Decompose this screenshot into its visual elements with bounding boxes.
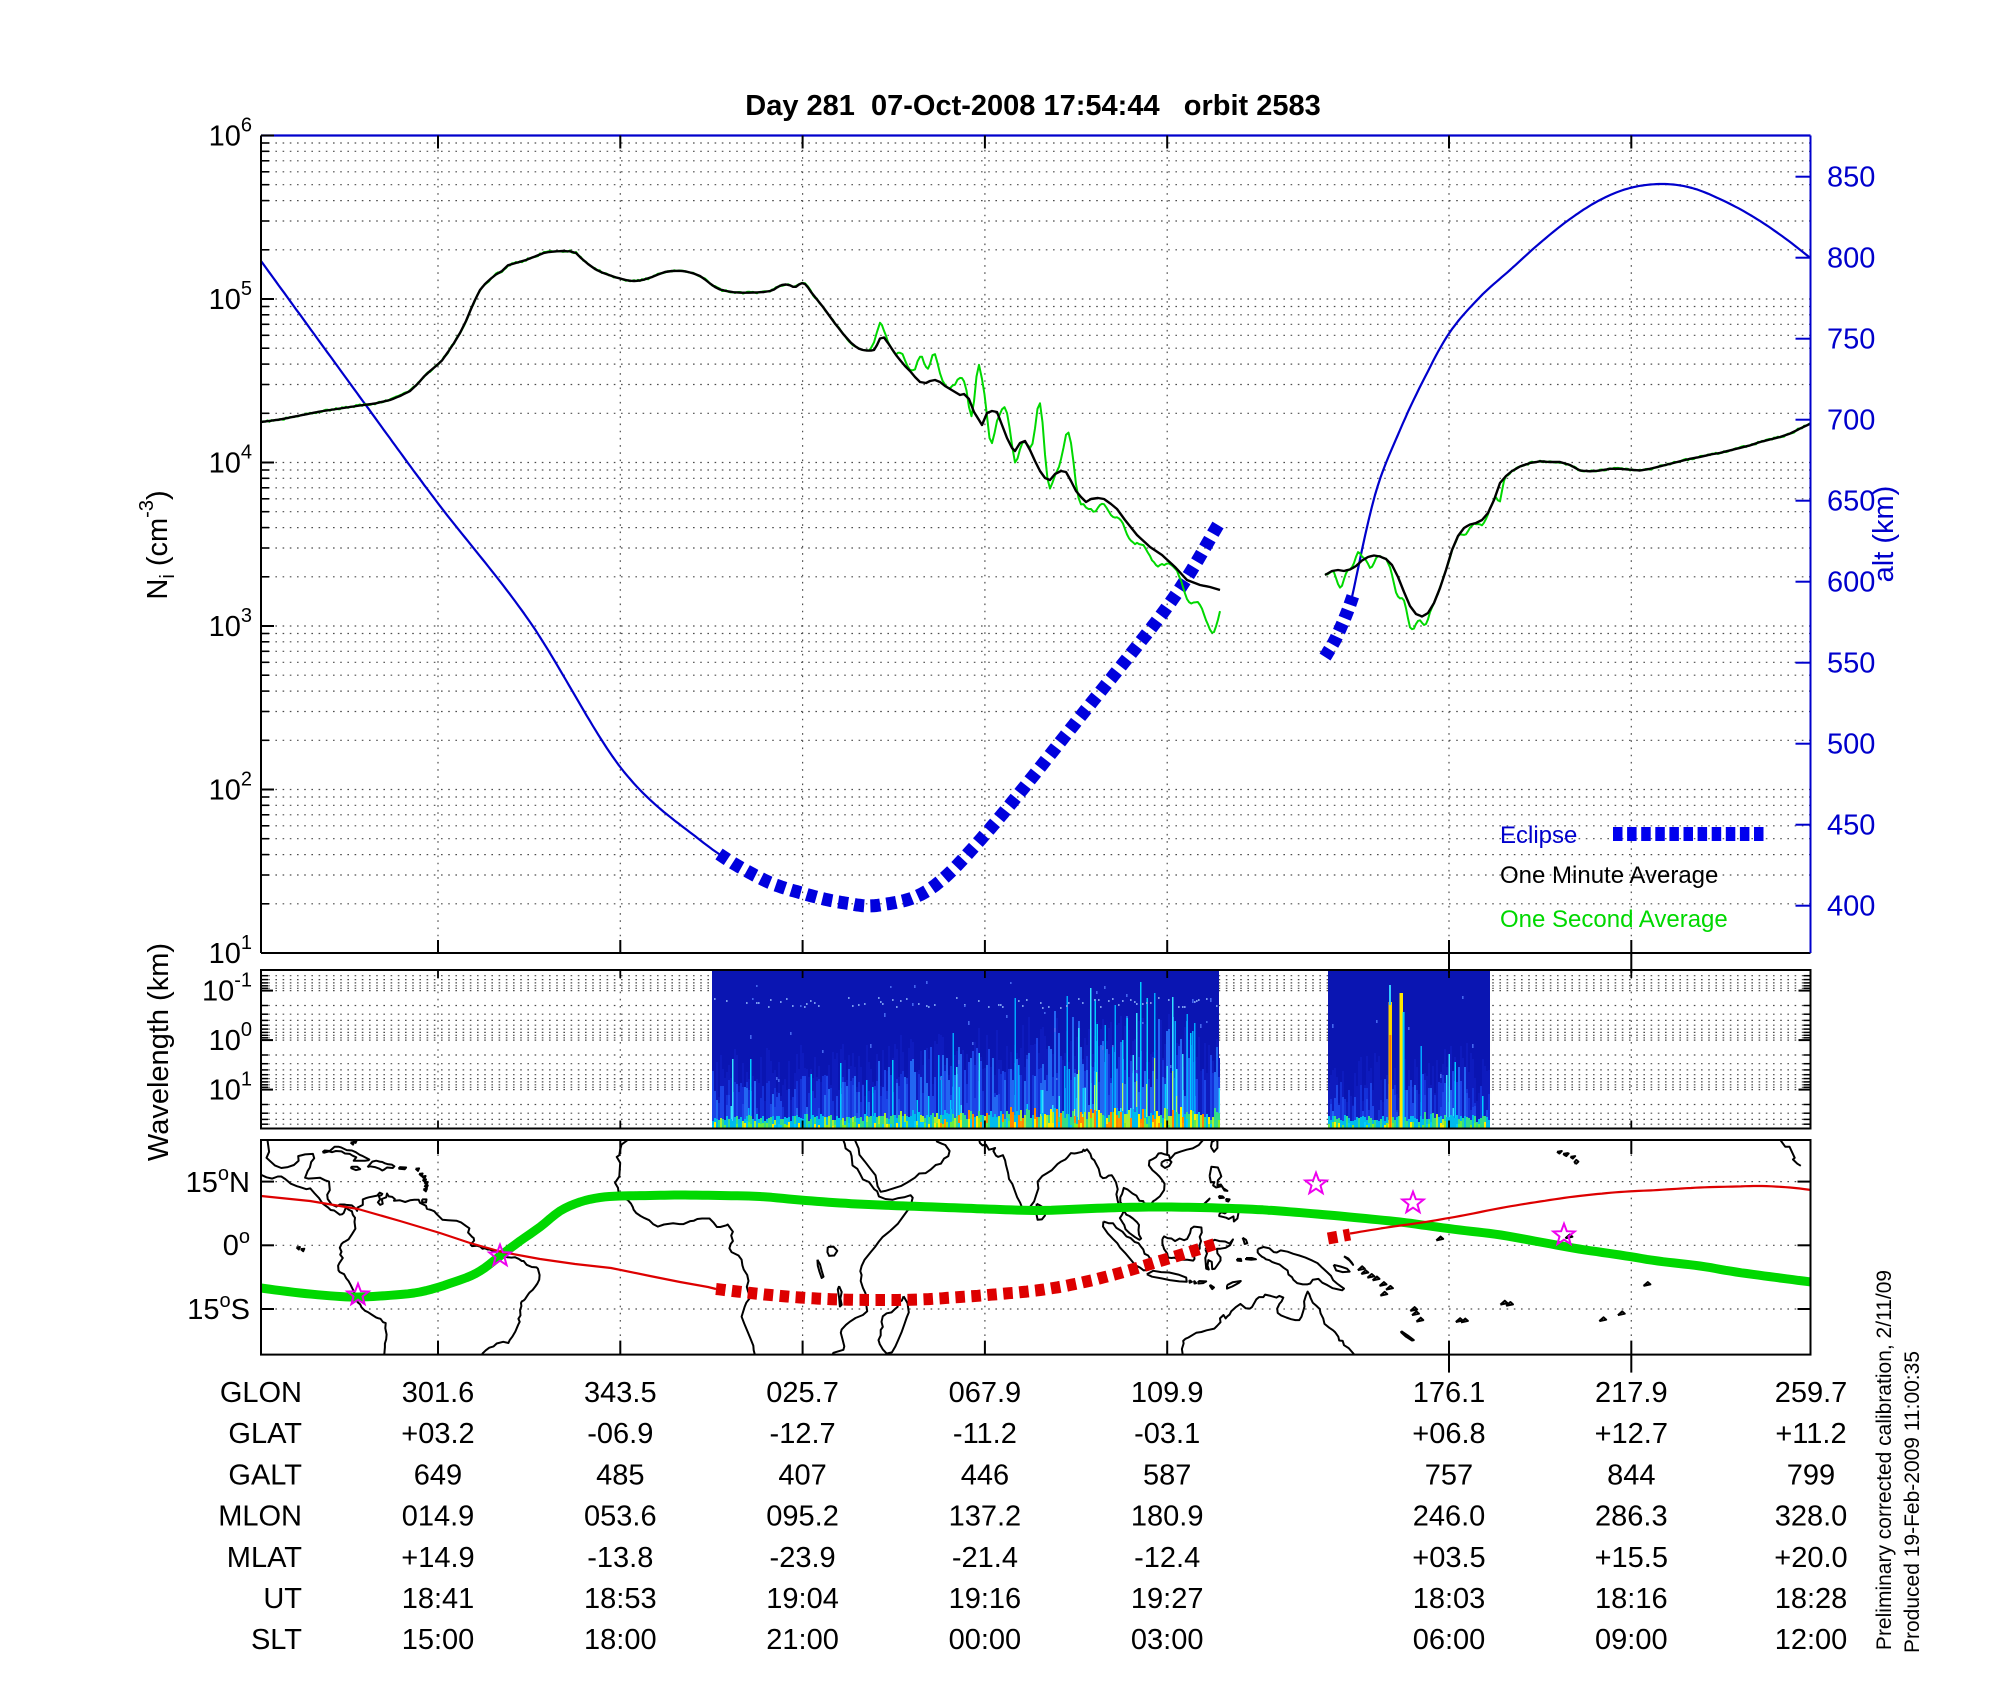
svg-text:067.9: 067.9 [949, 1377, 1022, 1409]
svg-text:101: 101 [209, 1069, 252, 1107]
svg-text:649: 649 [414, 1459, 462, 1491]
svg-text:-12.7: -12.7 [770, 1418, 836, 1450]
svg-text:+11.2: +11.2 [1775, 1418, 1846, 1450]
svg-text:446: 446 [961, 1459, 1009, 1491]
svg-text:217.9: 217.9 [1595, 1377, 1668, 1409]
svg-text:GLAT: GLAT [228, 1418, 302, 1450]
svg-text:246.0: 246.0 [1413, 1501, 1486, 1533]
svg-text:15:00: 15:00 [402, 1624, 475, 1656]
svg-text:286.3: 286.3 [1595, 1501, 1668, 1533]
svg-text:105: 105 [209, 278, 252, 316]
svg-text:-23.9: -23.9 [770, 1542, 836, 1574]
svg-text:450: 450 [1827, 810, 1875, 842]
svg-text:343.5: 343.5 [584, 1377, 657, 1409]
svg-text:alt (km): alt (km) [1868, 486, 1900, 583]
svg-text:259.7: 259.7 [1775, 1377, 1848, 1409]
svg-text:18:00: 18:00 [584, 1624, 657, 1656]
svg-text:18:41: 18:41 [402, 1583, 475, 1615]
svg-text:400: 400 [1827, 891, 1875, 923]
svg-text:500: 500 [1827, 729, 1875, 761]
svg-text:Wavelength (km): Wavelength (km) [143, 943, 175, 1161]
svg-text:587: 587 [1143, 1459, 1191, 1491]
svg-text:844: 844 [1607, 1459, 1655, 1491]
svg-text:18:16: 18:16 [1595, 1583, 1668, 1615]
svg-text:109.9: 109.9 [1131, 1377, 1204, 1409]
svg-text:102: 102 [209, 769, 252, 807]
svg-text:106: 106 [209, 115, 252, 153]
svg-text:800: 800 [1827, 243, 1875, 275]
svg-text:485: 485 [596, 1459, 644, 1491]
svg-text:-13.8: -13.8 [587, 1542, 653, 1574]
svg-text:Eclipse: Eclipse [1500, 822, 1577, 849]
svg-text:-03.1: -03.1 [1134, 1418, 1200, 1450]
svg-text:-12.4: -12.4 [1134, 1542, 1200, 1574]
svg-text:104: 104 [209, 442, 252, 480]
svg-text:19:16: 19:16 [949, 1583, 1022, 1615]
svg-text:301.6: 301.6 [402, 1377, 475, 1409]
svg-text:03:00: 03:00 [1131, 1624, 1204, 1656]
svg-text:+03.5: +03.5 [1412, 1542, 1485, 1574]
svg-text:+06.8: +06.8 [1412, 1418, 1485, 1450]
svg-text:757: 757 [1425, 1459, 1473, 1491]
svg-text:700: 700 [1827, 405, 1875, 437]
svg-text:100: 100 [209, 1019, 252, 1057]
svg-text:407: 407 [778, 1459, 826, 1491]
svg-text:095.2: 095.2 [766, 1501, 839, 1533]
svg-text:SLT: SLT [251, 1624, 302, 1656]
svg-text:One Minute Average: One Minute Average [1500, 862, 1718, 889]
svg-text:Produced 19-Feb-2009 11:00:35: Produced 19-Feb-2009 11:00:35 [1901, 1351, 1924, 1653]
svg-text:18:03: 18:03 [1413, 1583, 1486, 1615]
svg-text:06:00: 06:00 [1413, 1624, 1486, 1656]
svg-text:19:27: 19:27 [1131, 1583, 1204, 1615]
svg-text:137.2: 137.2 [949, 1501, 1022, 1533]
svg-text:750: 750 [1827, 324, 1875, 356]
svg-text:Preliminary corrected calibrat: Preliminary corrected calibration, 2/11/… [1873, 1270, 1896, 1650]
svg-text:180.9: 180.9 [1131, 1501, 1204, 1533]
svg-text:15oS: 15oS [187, 1290, 250, 1326]
svg-text:014.9: 014.9 [402, 1501, 475, 1533]
svg-text:101: 101 [209, 932, 252, 970]
svg-text:328.0: 328.0 [1775, 1501, 1848, 1533]
svg-text:18:53: 18:53 [584, 1583, 657, 1615]
svg-text:+15.5: +15.5 [1595, 1542, 1668, 1574]
svg-text:GLON: GLON [220, 1377, 302, 1409]
svg-text:UT: UT [263, 1583, 302, 1615]
svg-text:12:00: 12:00 [1775, 1624, 1848, 1656]
svg-text:09:00: 09:00 [1595, 1624, 1668, 1656]
svg-text:-11.2: -11.2 [953, 1418, 1017, 1450]
svg-text:+14.9: +14.9 [401, 1542, 474, 1574]
svg-text:18:28: 18:28 [1775, 1583, 1848, 1615]
svg-text:MLAT: MLAT [227, 1542, 302, 1574]
svg-text:00:00: 00:00 [949, 1624, 1022, 1656]
svg-text:850: 850 [1827, 162, 1875, 194]
svg-text:GALT: GALT [228, 1459, 302, 1491]
svg-text:053.6: 053.6 [584, 1501, 657, 1533]
svg-text:21:00: 21:00 [766, 1624, 839, 1656]
svg-text:MLON: MLON [218, 1501, 302, 1533]
svg-text:-21.4: -21.4 [952, 1542, 1018, 1574]
svg-text:+20.0: +20.0 [1774, 1542, 1847, 1574]
svg-text:19:04: 19:04 [766, 1583, 839, 1615]
svg-text:176.1: 176.1 [1413, 1377, 1486, 1409]
svg-text:+12.7: +12.7 [1595, 1418, 1668, 1450]
svg-text:550: 550 [1827, 648, 1875, 680]
svg-text:One Second Average: One Second Average [1500, 906, 1728, 933]
svg-text:103: 103 [209, 605, 252, 643]
svg-text:Day 281 07-Oct-2008 17:54:44: Day 281 07-Oct-2008 17:54:44 orbit 2583 [745, 90, 1321, 122]
svg-text:15oN: 15oN [186, 1163, 250, 1199]
svg-text:600: 600 [1827, 567, 1875, 599]
svg-text:10-1: 10-1 [202, 970, 252, 1008]
svg-text:025.7: 025.7 [766, 1377, 839, 1409]
svg-text:799: 799 [1787, 1459, 1835, 1491]
svg-text:-06.9: -06.9 [587, 1418, 653, 1450]
svg-text:+03.2: +03.2 [401, 1418, 474, 1450]
svg-text:650: 650 [1827, 486, 1875, 518]
